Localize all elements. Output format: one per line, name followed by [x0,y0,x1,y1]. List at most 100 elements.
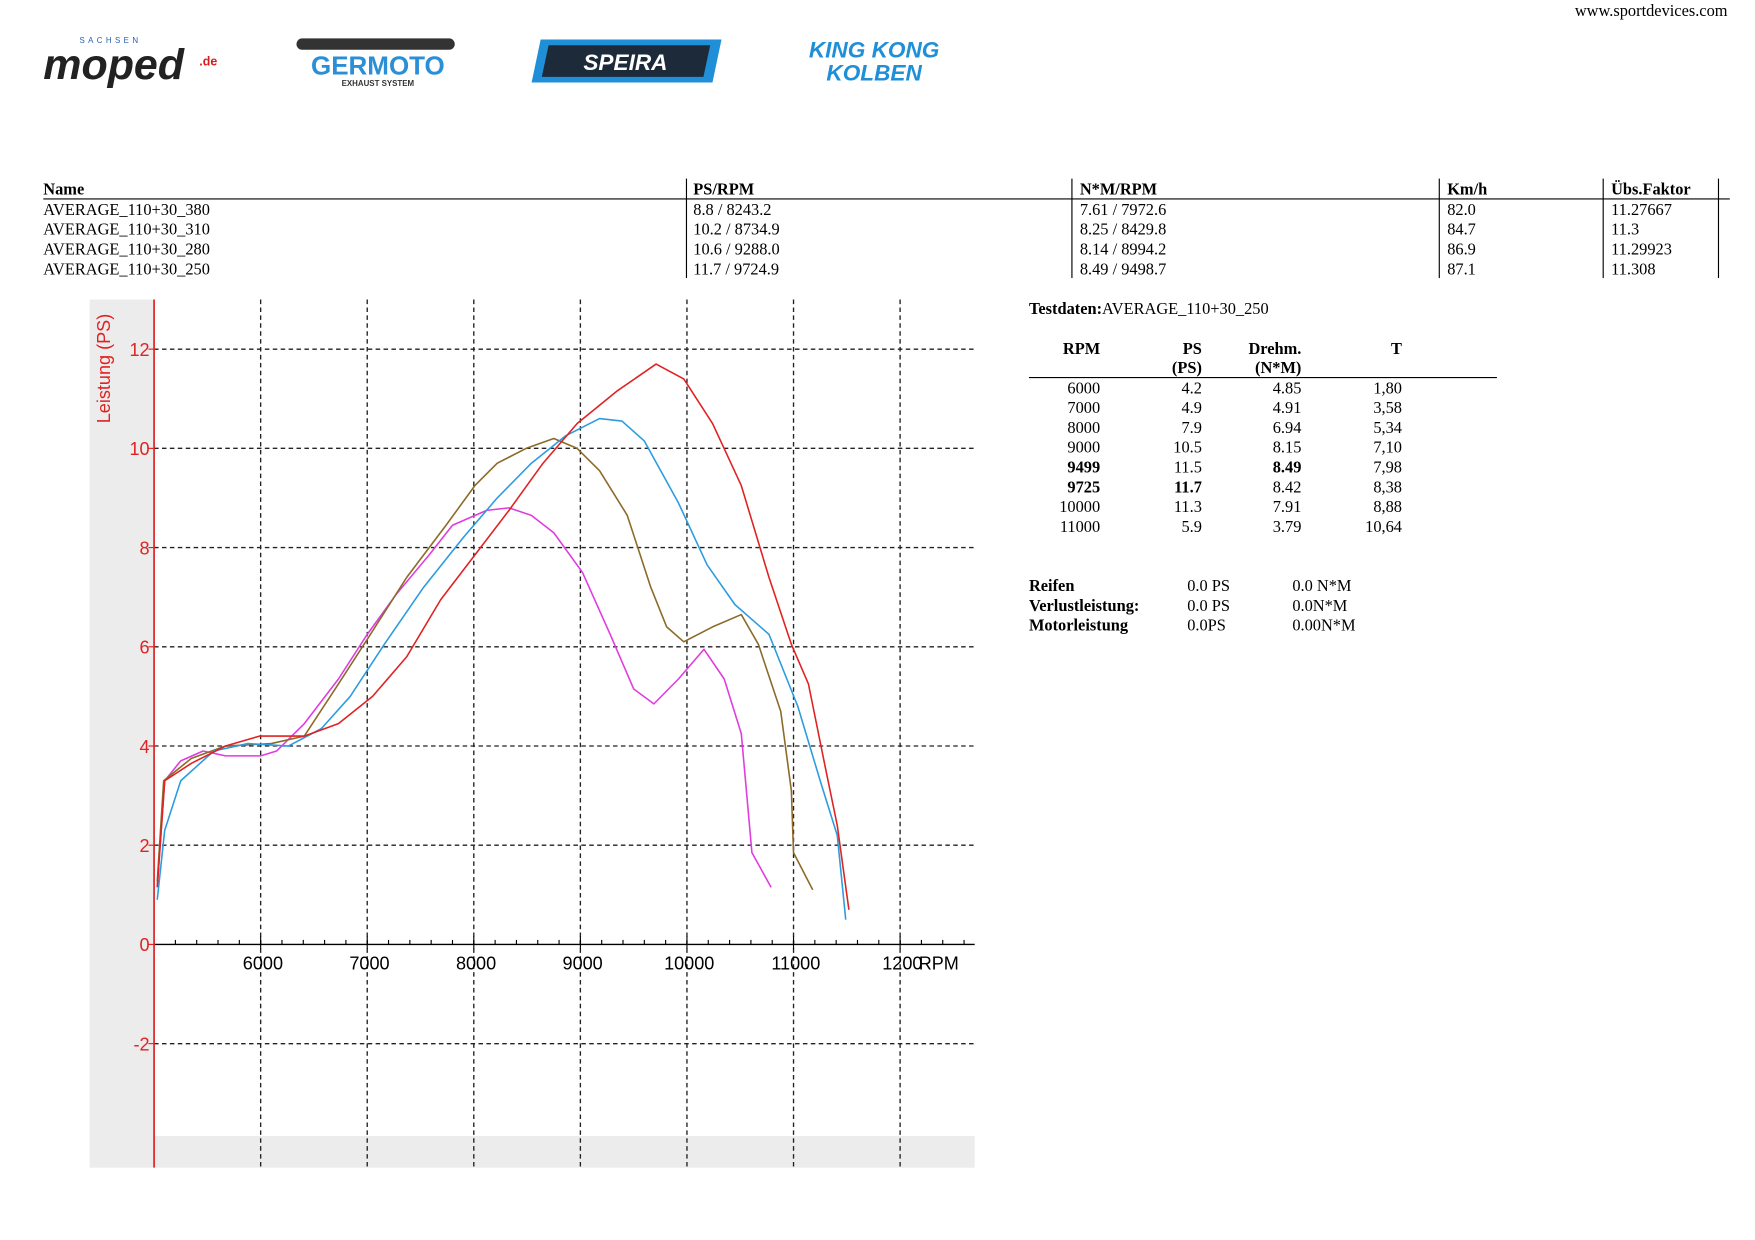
test-title-name: AVERAGE_110+30_250 [1102,299,1269,318]
test-cell: 9725 [1067,477,1100,496]
table-header: N*M/RPM [1080,179,1157,198]
x-tick-label: 1200 [882,953,922,973]
x-tick-label: 8000 [456,953,496,973]
table-cell: AVERAGE_110+30_310 [43,220,210,239]
test-cell: 8.42 [1273,477,1302,496]
table-cell: 10.2 / 8734.9 [693,220,779,239]
table-header: Km/h [1447,179,1487,198]
loss-cell: 0.0 PS [1187,576,1230,595]
logo-text: SACHSEN [79,36,141,45]
table-cell: 10.6 / 9288.0 [693,240,779,259]
test-cell: 11.5 [1174,457,1202,476]
logo-text: EXHAUST SYSTEM [342,79,415,88]
test-header: RPM [1063,339,1100,358]
test-cell: 4.85 [1273,378,1302,397]
test-cell: 3.79 [1273,517,1302,536]
loss-cell: 0.0 N*M [1292,576,1352,595]
table-header: Übs.Faktor [1611,179,1691,198]
site-url: www.sportdevices.com [1575,1,1728,20]
test-header: Drehm. [1248,339,1301,358]
test-cell: 10000 [1059,497,1100,516]
test-cell: 4.9 [1181,398,1201,417]
y-tick-label: 4 [139,737,149,757]
logo-text: KING KONG [809,38,940,63]
logo-text: SPEIRA [583,50,667,75]
table-cell: 8.14 / 8994.2 [1080,240,1166,259]
x-tick-label: 11000 [771,953,820,973]
table-header: Name [43,179,84,198]
table-cell: AVERAGE_110+30_280 [43,240,210,259]
test-title-label: Testdaten: [1029,299,1102,318]
y-tick-label: 0 [139,935,149,955]
test-cell: 3,58 [1373,398,1402,417]
y-tick-label: 12 [129,340,149,360]
y-axis-label: Leistung (PS) [94,314,114,424]
table-cell: 11.3 [1611,220,1639,239]
loss-cell: Reifen [1029,576,1074,595]
test-cell: 7,98 [1373,457,1402,476]
test-cell: 6000 [1067,378,1100,397]
logo-shape [541,45,711,77]
test-cell: 5.9 [1181,517,1201,536]
logo-text: GERMOTO [311,51,445,81]
document: Name PS/RPM N*M/RPM Km/h Übs.Faktor AVERAGE_1… [43,178,1730,635]
series-line [156,363,850,910]
test-header: T [1391,339,1402,358]
logo-kingkong: KING KONG KOLBEN [809,38,940,86]
table-cell: 7.61 / 7972.6 [1080,200,1166,219]
plot-margin [154,1136,975,1168]
table-cell: 87.1 [1447,259,1476,278]
test-cell: 8.15 [1273,438,1302,457]
test-cell: 9499 [1067,457,1100,476]
loss-cell: 0.0 PS [1187,596,1230,615]
test-cell: 4.91 [1273,398,1302,417]
test-cell: 11000 [1060,517,1100,536]
y-tick-label: 10 [129,439,149,459]
loss-cell: 0.00N*M [1292,616,1356,635]
test-cell: 8,88 [1373,497,1402,516]
table-cell: 11.27667 [1611,200,1672,219]
y-tick-label: 2 [139,836,149,856]
test-cell: 11.7 [1174,477,1202,496]
test-cell: 9000 [1067,438,1100,457]
table-cell: 11.308 [1611,259,1655,278]
series-line [156,417,847,920]
test-cell: 1,80 [1373,378,1402,397]
test-cell: 8000 [1067,418,1100,437]
x-tick-label: 7000 [349,953,389,973]
x-tick-label: 10000 [664,953,714,973]
test-cell: 7.91 [1273,497,1302,516]
test-cell: 7.9 [1181,418,1201,437]
test-cell: 10,64 [1365,517,1402,536]
table-header: PS/RPM [693,179,754,198]
loss-cell: 0.0PS [1187,616,1226,635]
table-cell: 86.9 [1447,240,1476,259]
table-cell: 84.7 [1447,220,1476,239]
test-cell: 7,10 [1373,438,1402,457]
series-line [156,437,814,891]
test-cell: 4.2 [1181,378,1201,397]
logo-germoto: GERMOTO EXHAUST SYSTEM [296,38,455,88]
loss-cell: Motorleistung [1029,616,1129,635]
table-cell: 8.49 / 9498.7 [1080,259,1166,278]
table-cell: 11.7 / 9724.9 [693,259,779,278]
plot-margin [89,299,155,1168]
test-title: Testdaten:AVERAGE_110+30_250 [1029,299,1269,318]
test-header: (N*M) [1255,358,1301,377]
test-cell: 11.3 [1174,497,1202,516]
chart: -2 0 2 4 6 8 10 12 6000 7000 8000 9000 10000 11000 120… [129,299,975,1168]
test-header: PS [1183,339,1202,358]
logo-text: KOLBEN [826,60,922,85]
test-cell: 8,38 [1373,477,1402,496]
x-tick-label: 6000 [243,953,283,973]
test-cell: 5,34 [1373,418,1402,437]
table-cell: AVERAGE_110+30_380 [43,200,210,219]
test-cell: 10.5 [1173,438,1202,457]
test-cell: 8.49 [1273,457,1302,476]
table-cell: 8.25 / 8429.8 [1080,220,1166,239]
logo-text: moped [43,41,185,89]
y-tick-label: 6 [139,638,149,658]
loss-cell: 0.0N*M [1292,596,1347,615]
